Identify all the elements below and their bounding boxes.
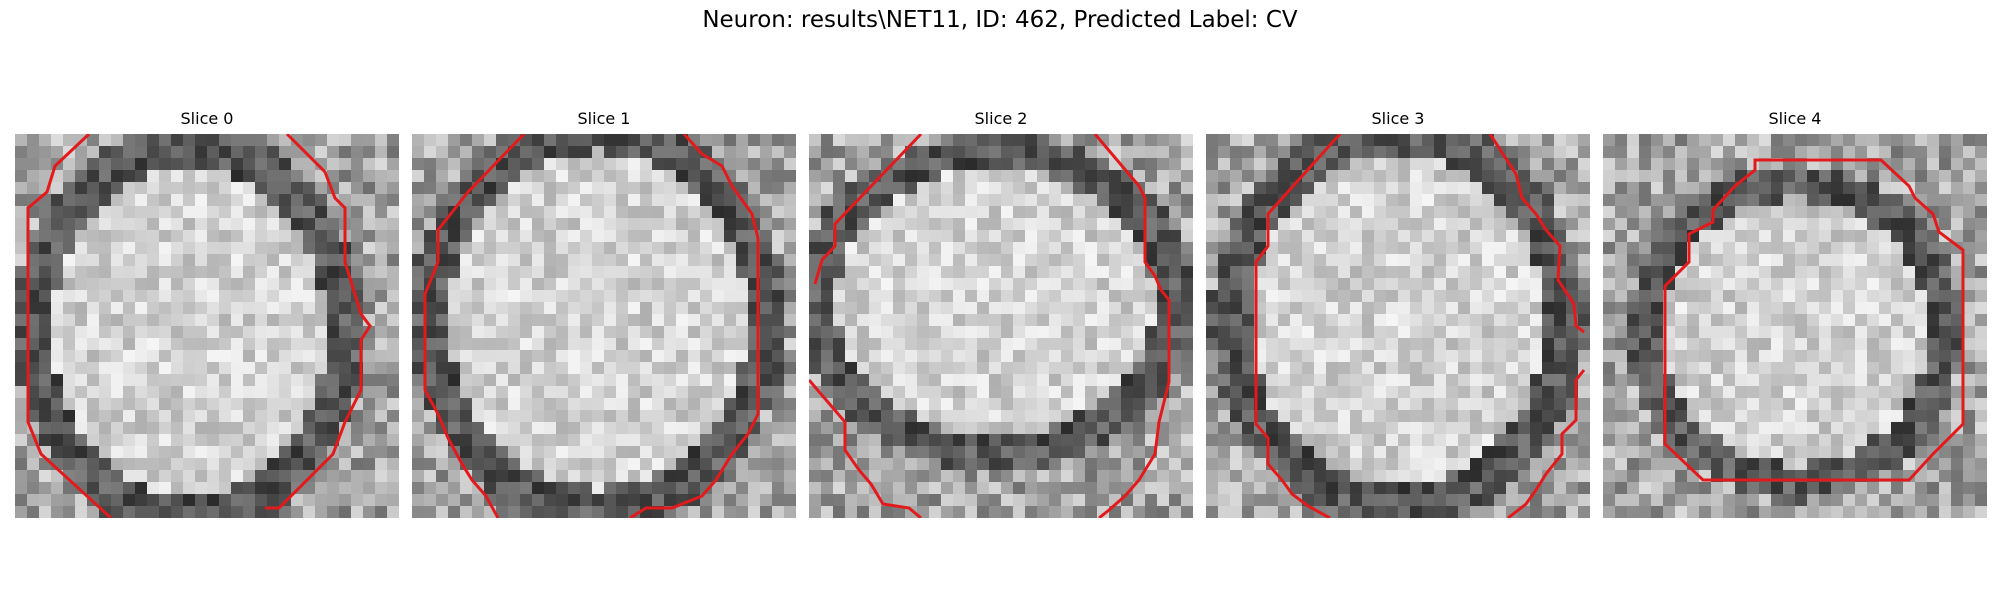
slice-title: Slice 2 (974, 109, 1028, 128)
slice-title: Slice 0 (180, 109, 234, 128)
microscopy-image (1603, 134, 1987, 518)
figure-title: Neuron: results\NET11, ID: 462, Predicte… (702, 7, 1298, 33)
contour-overlay (1254, 134, 1586, 518)
contour-line (423, 134, 526, 518)
slice-panel-0: Slice 0 (15, 108, 399, 518)
contour-overlay (1663, 158, 1965, 482)
slice-image (1206, 134, 1590, 518)
slice-title: Slice 1 (577, 109, 631, 128)
contour-line (809, 379, 922, 518)
contour-line (26, 134, 113, 518)
contour-line (1507, 369, 1586, 518)
slice-image (1603, 134, 1987, 518)
slice-panel-3: Slice 3 (1206, 108, 1590, 518)
slice-title: Slice 3 (1371, 109, 1425, 128)
contour-line (1254, 134, 1342, 518)
contour-line (1093, 134, 1171, 518)
slice-panel-2: Slice 2 (809, 108, 1193, 518)
slice-image (412, 134, 796, 518)
slice-panel-4: Slice 4 (1603, 108, 1987, 518)
microscopy-image (1206, 134, 1590, 518)
contour-line (813, 134, 923, 285)
contour-line (1663, 158, 1965, 482)
slice-panel-1: Slice 1 (412, 108, 796, 518)
slice-image (809, 134, 1193, 518)
slice-title: Slice 4 (1768, 109, 1822, 128)
contour-overlay (26, 134, 372, 518)
contour-overlay (809, 134, 1171, 518)
microscopy-image (809, 134, 1193, 518)
contour-line (1488, 134, 1585, 334)
contour-line (265, 134, 372, 510)
contour-line (629, 134, 760, 518)
contour-overlay (423, 134, 760, 518)
slice-image (15, 134, 399, 518)
